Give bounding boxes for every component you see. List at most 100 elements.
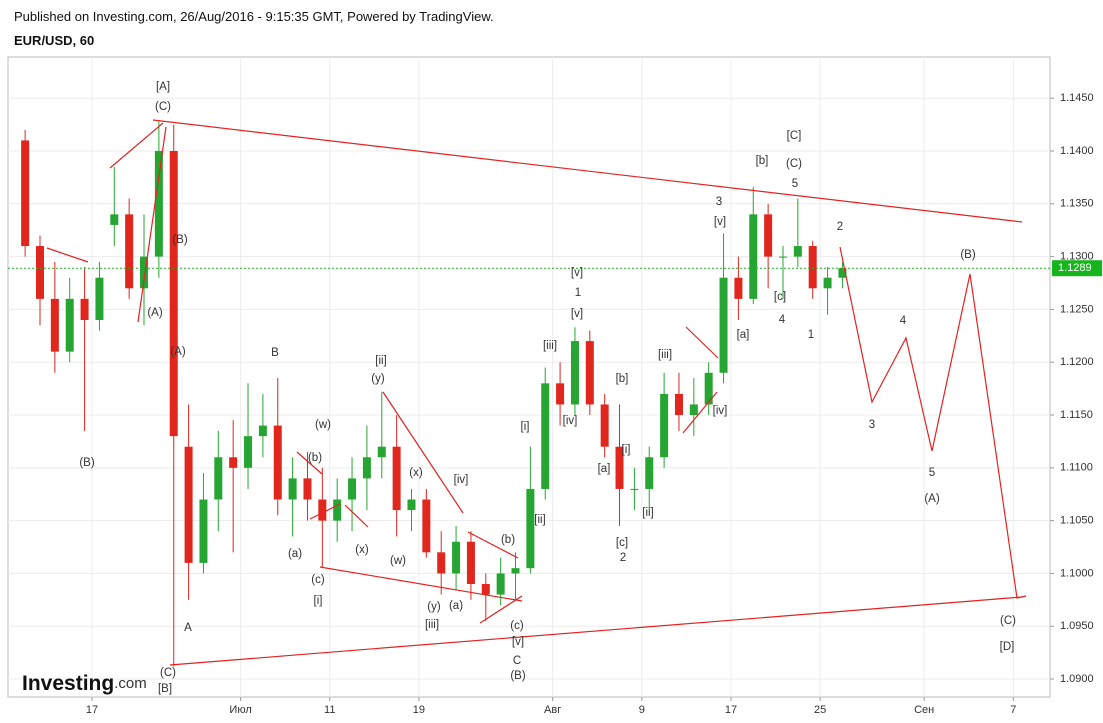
candle-body <box>50 298 59 352</box>
wave-label: [iii] <box>425 619 439 631</box>
wave-label: 1 <box>808 329 814 341</box>
candle-body <box>392 446 401 511</box>
candle-body <box>35 246 44 299</box>
candle-body <box>258 425 267 437</box>
candle-body <box>734 277 743 299</box>
trend-line <box>344 504 369 528</box>
chart-title: EUR/USD, 60 <box>14 33 94 48</box>
annotations: (A) [A] (C) (B) (A) (A) (B) A (C) [B] B (a) (b) (c) [i… <box>79 81 1016 695</box>
wave-label: [v] <box>512 636 524 648</box>
y-tick-label: 1.1050 <box>1060 515 1094 527</box>
wave-label: 4 <box>779 314 786 326</box>
wave-label: [C] <box>787 130 802 142</box>
x-tick-label: 11 <box>324 704 335 716</box>
wave-label: [A] <box>156 81 170 93</box>
candle-body <box>778 256 787 258</box>
wave-label: A <box>184 622 192 634</box>
trend-line <box>319 566 523 602</box>
wave-label: 5 <box>929 467 935 479</box>
x-tick-label: 25 <box>814 704 826 716</box>
wave-label: 5 <box>792 178 798 190</box>
wave-label: (a) <box>288 548 302 560</box>
candle-body <box>808 246 817 289</box>
logo-suffix: .com <box>114 675 147 692</box>
wave-label: [i] <box>521 421 530 433</box>
wave-label: [v] <box>714 216 726 228</box>
candle-body <box>645 457 654 489</box>
wave-label: (A) <box>170 346 186 358</box>
candle-body <box>570 341 579 405</box>
candle-body <box>303 478 312 500</box>
candle-body <box>615 446 624 489</box>
published-note: Published on Investing.com, 26/Aug/2016 … <box>14 9 494 24</box>
wave-label: (a) <box>449 600 463 612</box>
candle-body <box>704 372 713 405</box>
candle-body <box>244 436 253 468</box>
wave-label: 2 <box>620 552 626 564</box>
last-price-box <box>1052 260 1102 277</box>
wave-label: (b) <box>308 452 322 464</box>
x-tick-label: 17 <box>86 704 98 716</box>
candle-body <box>348 478 357 500</box>
candle-body <box>318 499 327 521</box>
candle-body <box>422 499 431 553</box>
trend-line <box>309 503 341 520</box>
trend-line <box>479 595 523 624</box>
x-tick-label: 17 <box>725 704 737 716</box>
candle-body <box>600 404 609 447</box>
wave-label: [v] <box>571 308 583 320</box>
candle-body <box>154 150 163 257</box>
candle-body <box>65 298 74 352</box>
candle-body <box>362 457 371 479</box>
last-price-label: 1.1289 <box>1058 262 1092 274</box>
wave-label: [a] <box>737 329 750 341</box>
candle-body <box>214 457 223 500</box>
trend-line <box>467 531 519 559</box>
wave-label: (C) <box>1000 615 1016 627</box>
trend-line <box>152 119 1023 223</box>
trend-line <box>137 126 167 323</box>
y-tick-label: 1.1100 <box>1060 462 1093 474</box>
wave-label: (y) <box>371 373 385 385</box>
candle-body <box>437 552 446 574</box>
candle-body <box>496 573 505 595</box>
plot-frame <box>7 56 1051 698</box>
wave-label: C <box>513 655 521 667</box>
trend-line <box>682 391 718 434</box>
wave-label: 4 <box>900 315 907 327</box>
wave-label: (w) <box>315 419 331 431</box>
x-tick-label: 9 <box>639 704 645 716</box>
wave-label: [a] <box>598 463 611 475</box>
wave-label: 2 <box>837 221 843 233</box>
x-tick-label: Июл <box>229 704 251 716</box>
y-tick-label: 1.1300 <box>1060 251 1094 263</box>
wave-label: [b] <box>756 155 769 167</box>
plot-area <box>8 121 1050 667</box>
wave-label: [iii] <box>658 349 672 361</box>
wave-label: (c) <box>510 620 524 632</box>
candle-body <box>793 246 802 257</box>
candle-body <box>140 256 149 289</box>
wave-label: (x) <box>355 544 369 556</box>
trend-line <box>382 391 464 514</box>
wave-label: (B) <box>172 234 188 246</box>
candle-body <box>838 268 847 278</box>
candle-body <box>466 541 475 584</box>
y-tick-label: 1.1000 <box>1060 567 1094 579</box>
wave-label: [c] <box>616 537 628 549</box>
wave-label: (b) <box>501 534 515 546</box>
candle-body <box>199 499 208 563</box>
wave-label: (A) <box>924 493 940 505</box>
y-tick-label: 1.1350 <box>1060 198 1094 210</box>
candle-body <box>674 393 683 416</box>
trend-line <box>169 596 1023 666</box>
candle-body <box>556 383 565 405</box>
candle-body <box>273 425 282 500</box>
wave-label: [i] <box>314 595 323 607</box>
wave-label: (B) <box>960 249 976 261</box>
wave-label: (y) <box>427 601 441 613</box>
x-tick-label: Авг <box>544 704 561 716</box>
wave-label: [iv] <box>713 405 728 417</box>
